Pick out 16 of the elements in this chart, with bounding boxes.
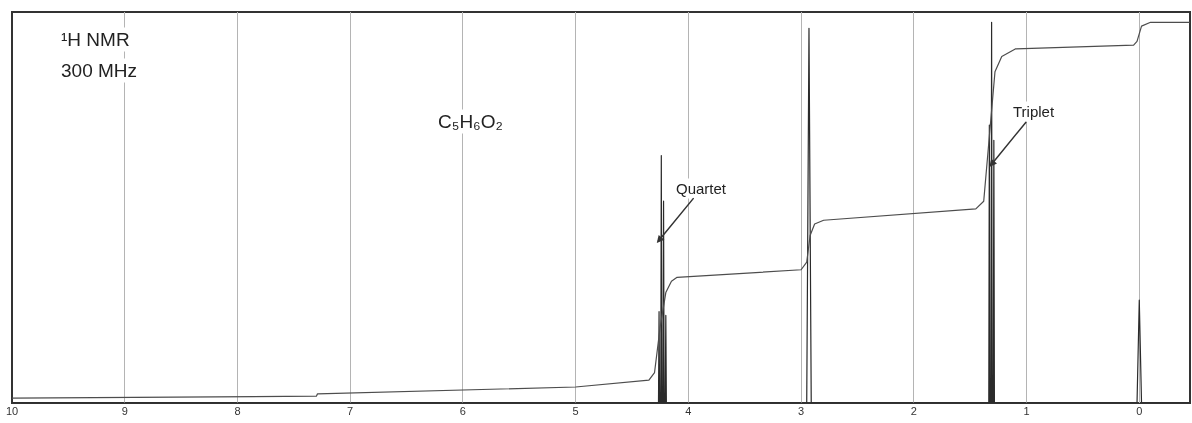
annotation: ¹H NMR xyxy=(61,29,130,50)
x-tick-label: 5 xyxy=(572,405,579,417)
annotation: C₅H₆O₂ xyxy=(438,111,503,132)
annotation: Triplet xyxy=(1013,103,1055,120)
x-tick-label: 10 xyxy=(5,405,19,417)
x-tick-label: 2 xyxy=(910,405,917,417)
x-tick-label: 8 xyxy=(234,405,241,417)
annotation: 300 MHz xyxy=(61,60,138,81)
x-tick-label: 1 xyxy=(1023,405,1030,417)
x-tick-label: 4 xyxy=(685,405,692,417)
annotation: Quartet xyxy=(676,180,727,197)
x-tick-label: 6 xyxy=(459,405,466,417)
x-tick-label: 0 xyxy=(1136,405,1143,417)
x-tick-label: 7 xyxy=(347,405,354,417)
x-tick-label: 9 xyxy=(121,405,128,417)
x-tick-label: 3 xyxy=(798,405,805,417)
